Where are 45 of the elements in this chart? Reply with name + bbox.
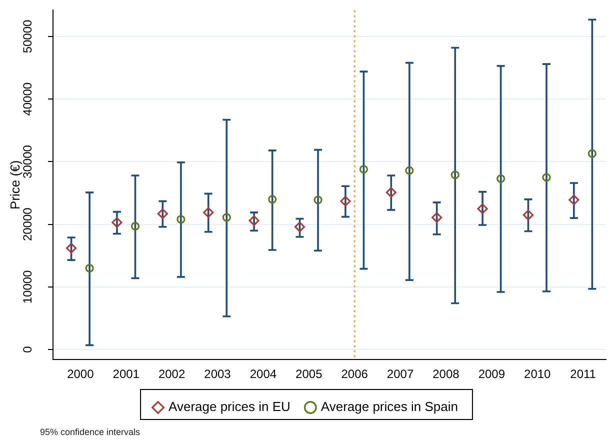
point [340,196,351,206]
point [314,196,322,204]
point [450,170,460,180]
point [222,213,231,222]
point [477,203,488,214]
point [542,173,551,182]
y-tick-label: 0 [20,346,35,353]
legend-label: Average prices in EU [168,399,290,414]
point [248,215,260,226]
x-tick-label: 2008 [432,367,460,382]
point [588,149,596,158]
point [405,166,414,175]
point [522,210,534,220]
point [386,187,396,198]
x-tick-label: 2009 [478,367,506,382]
x-tick-label: 2002 [158,367,186,382]
point [176,215,186,224]
point [496,174,506,183]
x-tick-label: 2005 [296,367,323,382]
point [85,264,94,272]
x-tick-label: 2001 [112,367,140,382]
point [294,222,306,232]
y-tick-label: 50000 [20,19,35,54]
x-tick-label: 2010 [524,367,552,382]
y-tick-label: 10000 [20,270,35,304]
x-tick-label: 2007 [386,367,414,382]
x-tick-label: 2004 [250,367,277,382]
y-tick-label: 40000 [20,82,35,116]
point [359,164,368,174]
point [432,212,442,223]
x-tick-label: 2006 [341,367,368,382]
text: 95% confidence intervals [40,427,140,437]
point [268,195,277,204]
point [568,194,580,206]
point [112,217,122,228]
y-axis-title: Price (€) [7,160,22,210]
x-tick-label: 2011 [570,367,596,382]
point [157,208,168,220]
y-tick-label: 20000 [20,207,35,242]
point [130,222,140,231]
x-tick-label: 2003 [204,367,232,382]
point [66,242,77,254]
legend-label: Average prices in Spain [320,399,458,414]
point [203,207,214,218]
x-tick-label: 2000 [67,367,94,382]
